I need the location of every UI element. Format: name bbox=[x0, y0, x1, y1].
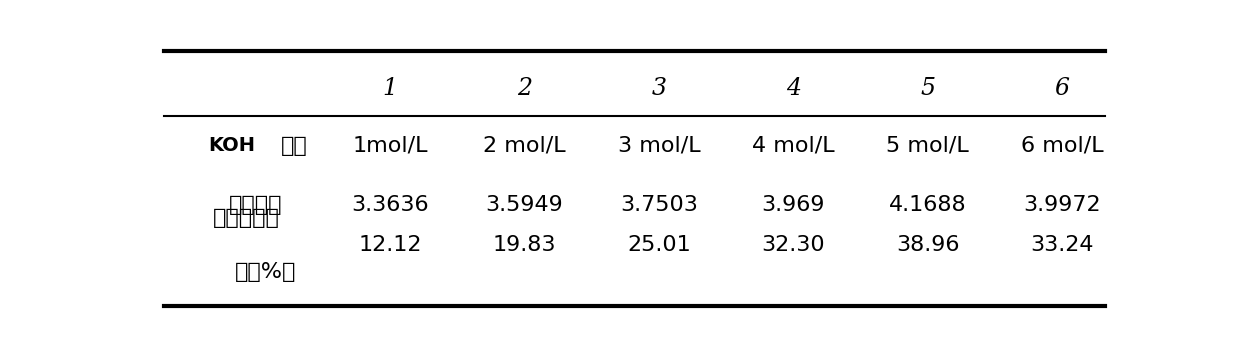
Text: 4: 4 bbox=[786, 77, 800, 100]
Text: 3.7503: 3.7503 bbox=[620, 196, 698, 215]
Text: 浓度: 浓度 bbox=[281, 136, 307, 156]
Text: 3: 3 bbox=[652, 77, 667, 100]
Text: 1mol/L: 1mol/L bbox=[352, 136, 427, 156]
Text: 19.83: 19.83 bbox=[493, 235, 556, 255]
Text: 数（%）: 数（%） bbox=[234, 262, 296, 282]
Text: 2: 2 bbox=[517, 77, 532, 100]
Text: 烘干称重: 烘干称重 bbox=[229, 196, 282, 215]
Text: 5 mol/L: 5 mol/L bbox=[886, 136, 969, 156]
Text: 12.12: 12.12 bbox=[358, 235, 422, 255]
Text: 3.3636: 3.3636 bbox=[352, 196, 429, 215]
Text: 4 mol/L: 4 mol/L bbox=[752, 136, 835, 156]
Text: 负载质量分: 负载质量分 bbox=[213, 208, 280, 228]
Text: 4.1688: 4.1688 bbox=[890, 196, 966, 215]
Text: 1: 1 bbox=[383, 77, 398, 100]
Text: 2 mol/L: 2 mol/L bbox=[483, 136, 566, 156]
Text: 6: 6 bbox=[1054, 77, 1069, 100]
Text: 3 mol/L: 3 mol/L bbox=[618, 136, 700, 156]
Text: 5: 5 bbox=[921, 77, 935, 100]
Text: 3.969: 3.969 bbox=[762, 196, 825, 215]
Text: 6 mol/L: 6 mol/L bbox=[1021, 136, 1104, 156]
Text: 25.01: 25.01 bbox=[627, 235, 691, 255]
Text: 32.30: 32.30 bbox=[762, 235, 825, 255]
Text: 33.24: 33.24 bbox=[1031, 235, 1094, 255]
Text: 3.9972: 3.9972 bbox=[1023, 196, 1101, 215]
Text: 3.5949: 3.5949 bbox=[486, 196, 564, 215]
Text: KOH: KOH bbox=[208, 136, 255, 155]
Text: 38.96: 38.96 bbox=[896, 235, 960, 255]
